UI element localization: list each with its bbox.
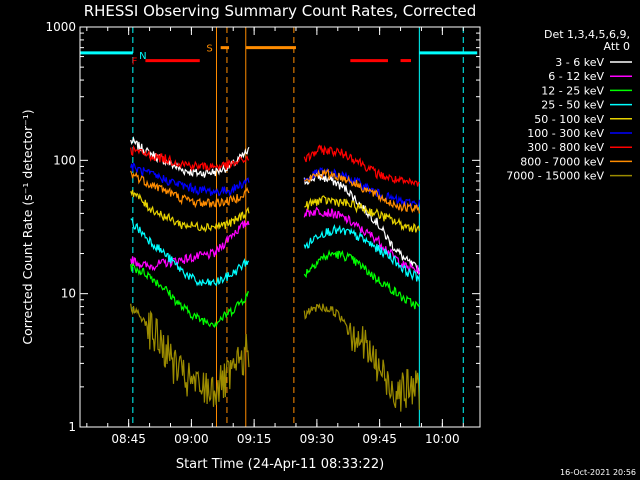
flag-label: S xyxy=(206,44,212,55)
legend-label: 800 - 7000 keV xyxy=(520,155,604,168)
series-line-7000-15000-kev xyxy=(130,303,250,407)
x-tick-label: 09:15 xyxy=(237,432,272,446)
x-tick-label: 09:30 xyxy=(300,432,335,446)
series-line-12-25-kev xyxy=(303,249,420,310)
plot-area: NF S xyxy=(80,27,478,427)
legend-label: 3 - 6 keV xyxy=(555,56,604,69)
chart-title: RHESSI Observing Summary Count Rates, Co… xyxy=(84,2,477,20)
legend-header: Att 0 xyxy=(604,40,630,53)
x-tick-label: 09:00 xyxy=(174,432,209,446)
x-tick-label: 08:45 xyxy=(111,432,146,446)
series-line-12-25-kev xyxy=(130,263,250,328)
series-line-3-6-kev xyxy=(130,135,250,178)
series-line-25-50-kev xyxy=(303,223,420,282)
legend-label: 12 - 25 keV xyxy=(541,84,604,97)
timestamp: 16-Oct-2021 20:56 xyxy=(560,468,636,477)
legend-label: 7000 - 15000 keV xyxy=(506,170,604,183)
y-tick-label: 1 xyxy=(68,420,76,434)
series-line-7000-15000-kev xyxy=(303,302,420,412)
series-line-50-100-kev xyxy=(304,195,420,233)
legend-label: 50 - 100 keV xyxy=(534,113,604,126)
legend-header: Det 1,3,4,5,6,9, xyxy=(544,28,630,41)
x-tick-label: 10:00 xyxy=(425,432,460,446)
series-line-6-12-kev xyxy=(130,220,250,272)
y-axis-label: Corrected Count Rate (s⁻¹ detector⁻¹) xyxy=(20,109,35,344)
y-tick-label: 1000 xyxy=(45,20,76,34)
x-axis-label: Start Time (24-Apr-11 08:33:22) xyxy=(176,457,384,472)
legend-label: 25 - 50 keV xyxy=(541,99,604,112)
series-line-300-800-kev xyxy=(130,145,250,172)
flag-label: N xyxy=(139,51,146,62)
series-line-6-12-kev xyxy=(303,206,420,275)
series-line-100-300-kev xyxy=(130,162,250,197)
axes: 1 10 100 1000 08:45 09:00 09:15 09:30 09:45 10:00 xyxy=(45,20,481,446)
series-line-300-800-kev xyxy=(303,144,420,187)
x-tick-label: 09:45 xyxy=(362,432,397,446)
legend-label: 300 - 800 keV xyxy=(527,141,604,154)
legend-label: 6 - 12 keV xyxy=(548,70,604,83)
y-tick-label: 100 xyxy=(53,153,76,167)
series-line-800-7000-kev xyxy=(303,168,420,214)
plot-frame xyxy=(79,26,481,428)
series-line-25-50-kev xyxy=(130,218,250,287)
legend-label: 100 - 300 keV xyxy=(527,127,604,140)
flag-label: F xyxy=(132,57,138,68)
y-tick-label: 10 xyxy=(61,287,76,301)
series-line-800-7000-kev xyxy=(130,170,250,209)
series-line-50-100-kev xyxy=(130,189,250,233)
